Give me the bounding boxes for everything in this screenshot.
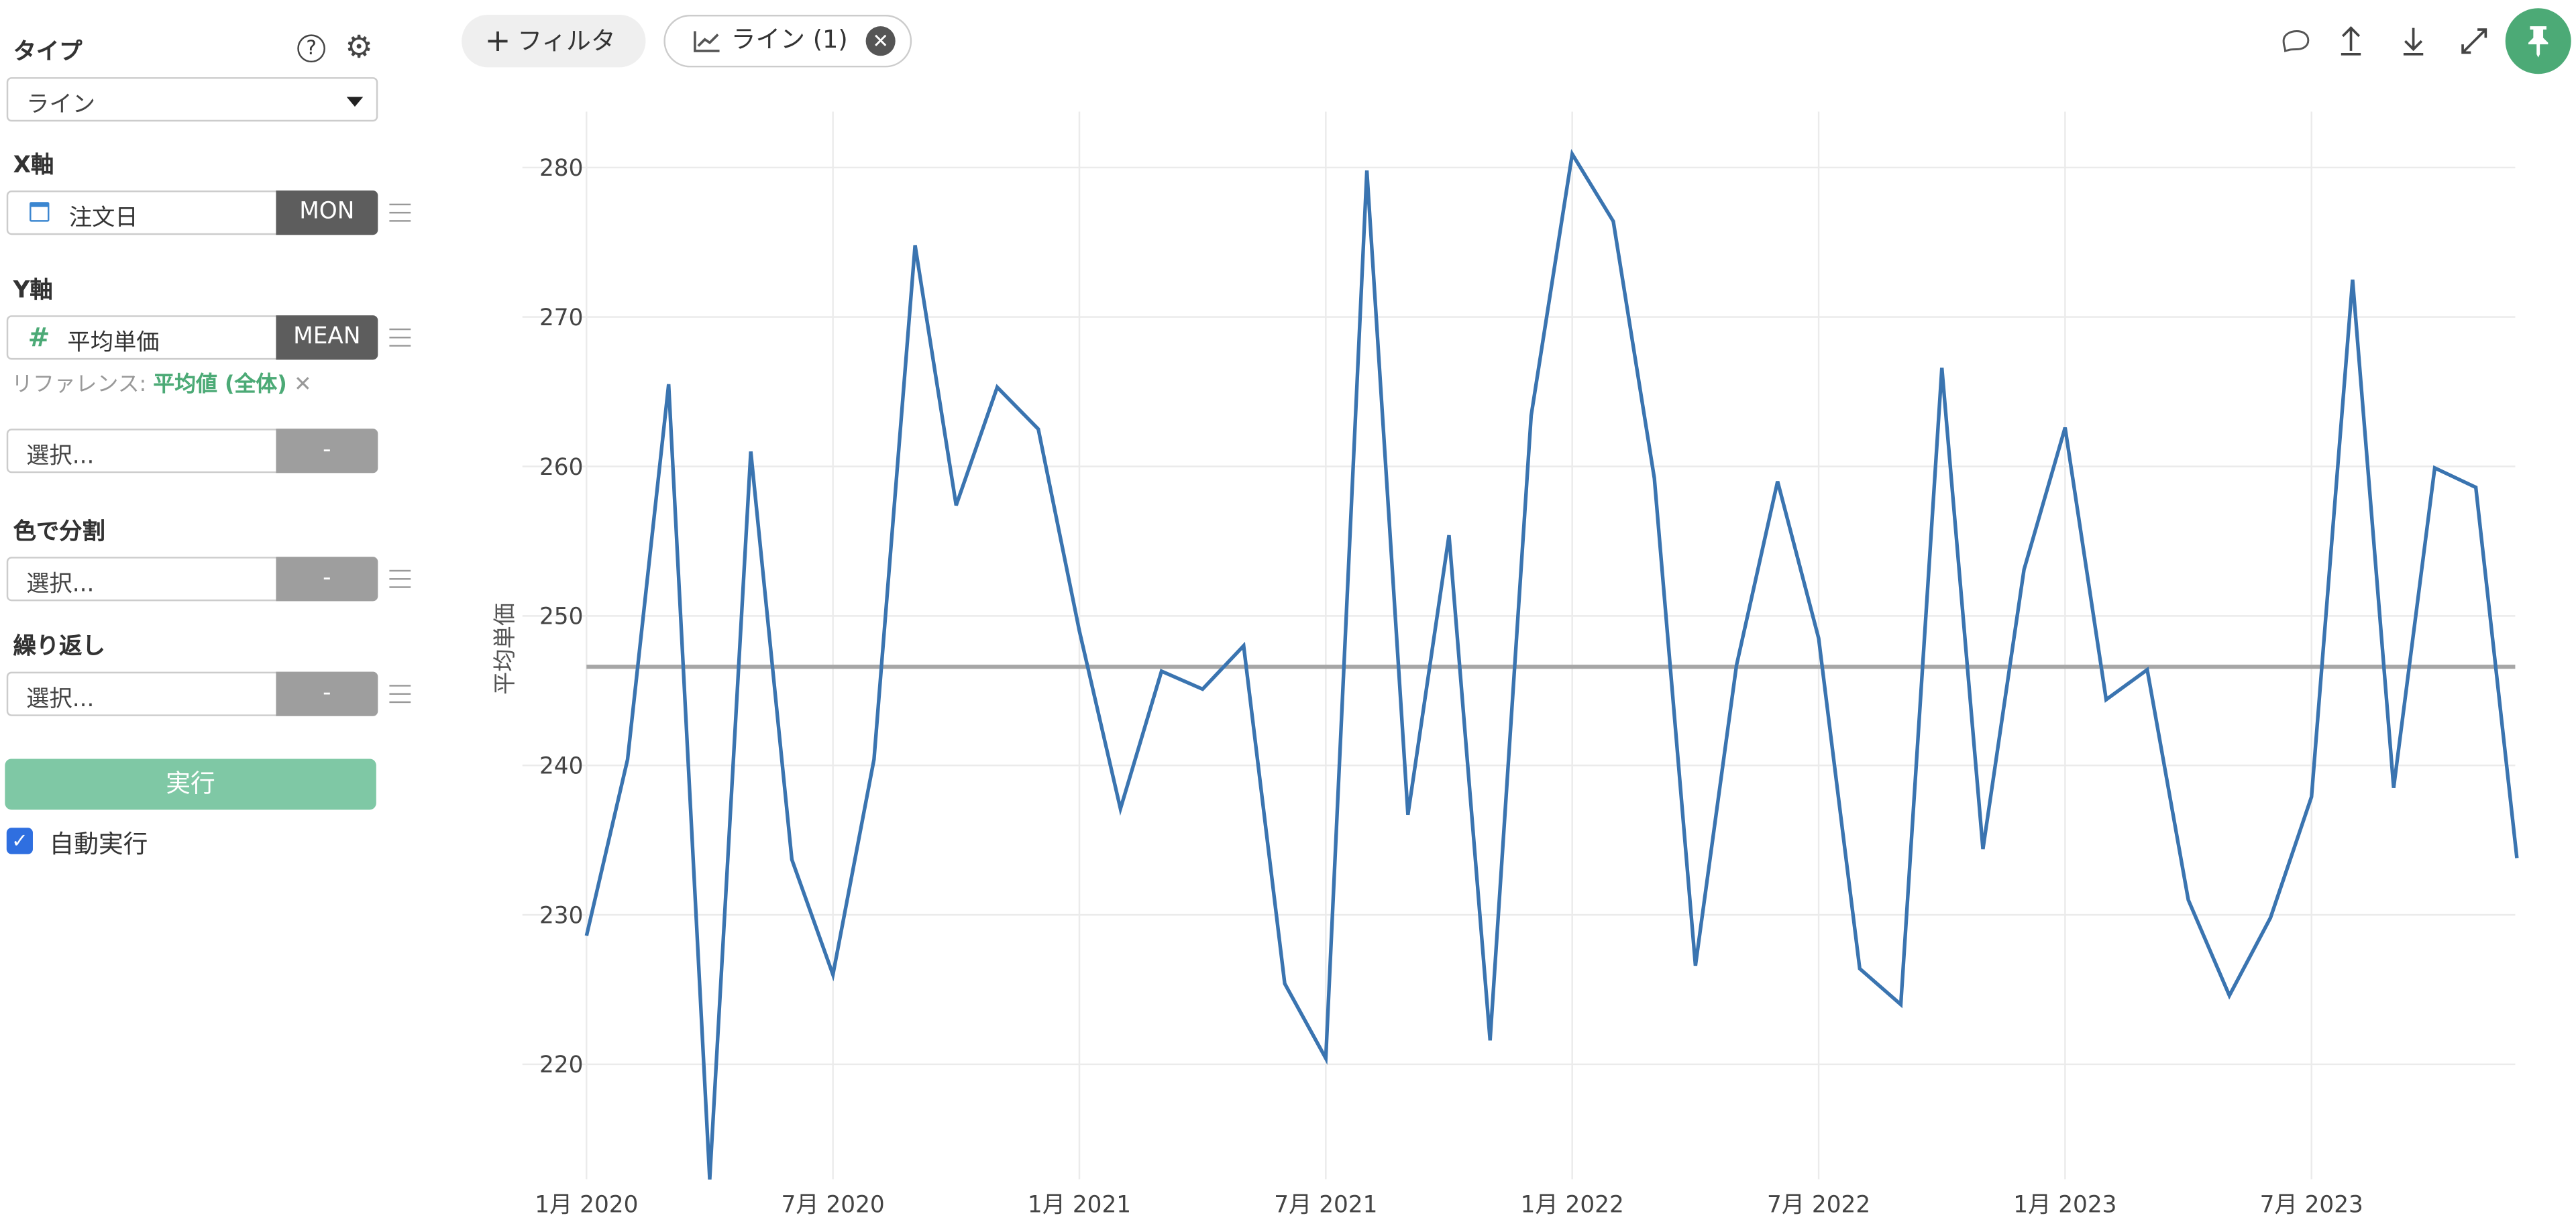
x-tick-label: 7月 2021 xyxy=(1274,1191,1377,1218)
y-tick-label: 280 xyxy=(539,155,583,182)
y-axis-ticks: 220 230 240 250 260 270 280 xyxy=(539,155,583,1078)
x-tick-label: 7月 2023 xyxy=(2260,1191,2363,1218)
y-tick-label: 260 xyxy=(539,454,583,481)
y-axis-title: 平均単価 xyxy=(492,603,519,695)
y-tick-label: 270 xyxy=(539,304,583,331)
grid xyxy=(523,112,2516,1180)
x-tick-label: 1月 2023 xyxy=(2013,1191,2116,1218)
x-tick-label: 7月 2020 xyxy=(782,1191,885,1218)
x-tick-label: 1月 2020 xyxy=(535,1191,638,1218)
x-axis-ticks: 1月 2020 7月 2020 1月 2021 7月 2021 1月 2022 7月 20… xyxy=(535,1191,2363,1218)
y-tick-label: 220 xyxy=(539,1052,583,1078)
y-tick-label: 230 xyxy=(539,902,583,929)
x-tick-label: 1月 2022 xyxy=(1521,1191,1624,1218)
x-tick-label: 1月 2021 xyxy=(1028,1191,1131,1218)
y-tick-label: 250 xyxy=(539,604,583,630)
y-tick-label: 240 xyxy=(539,752,583,779)
x-tick-label: 7月 2022 xyxy=(1767,1191,1870,1218)
